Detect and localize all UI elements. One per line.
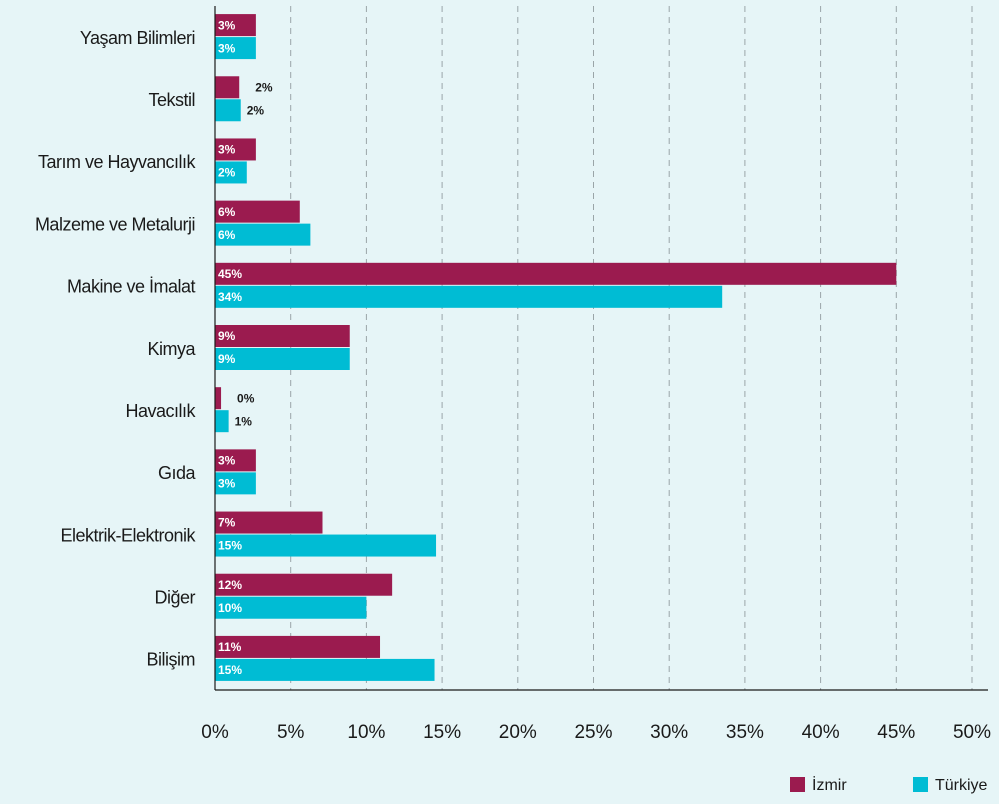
x-tick-label: 0% xyxy=(201,722,229,743)
x-tick-label: 20% xyxy=(499,722,537,743)
bar xyxy=(215,472,256,495)
value-label: 3% xyxy=(218,454,236,468)
y-tick-label: Bilişim xyxy=(147,650,196,670)
legend-label: Türkiye xyxy=(935,777,988,794)
value-label: 3% xyxy=(218,18,236,32)
bar xyxy=(215,511,323,534)
bar xyxy=(215,534,437,557)
value-label: 3% xyxy=(218,143,236,157)
value-label: 2% xyxy=(255,80,273,94)
y-tick-label: Elektrik-Elektronik xyxy=(60,525,196,545)
value-label: 15% xyxy=(218,663,242,677)
bar xyxy=(215,99,241,122)
bar xyxy=(215,573,393,596)
x-tick-label: 45% xyxy=(877,722,915,743)
y-tick-label: Havacılık xyxy=(125,401,196,421)
value-label: 9% xyxy=(218,352,236,366)
value-label: 2% xyxy=(247,103,265,117)
bar xyxy=(215,449,256,472)
bar xyxy=(215,161,247,184)
bar xyxy=(215,200,300,223)
bar xyxy=(215,14,256,37)
bar xyxy=(215,325,350,347)
value-label: 10% xyxy=(218,601,242,615)
legend-swatch xyxy=(913,777,928,792)
bar xyxy=(215,658,435,681)
value-label: 6% xyxy=(218,205,236,219)
value-label: 45% xyxy=(218,267,242,281)
bar xyxy=(215,76,240,99)
value-label: 11% xyxy=(218,640,242,654)
x-tick-label: 50% xyxy=(953,722,991,743)
legend-swatch xyxy=(790,777,805,792)
bar xyxy=(215,410,229,433)
x-tick-label: 30% xyxy=(650,722,688,743)
value-label: 7% xyxy=(218,516,236,530)
legend-label: İzmir xyxy=(812,775,847,794)
x-tick-label: 5% xyxy=(277,722,305,743)
value-label: 1% xyxy=(235,414,253,428)
value-label: 3% xyxy=(218,41,236,55)
value-label: 34% xyxy=(218,290,242,304)
x-tick-label: 10% xyxy=(347,722,385,743)
x-tick-label: 15% xyxy=(423,722,461,743)
value-label: 12% xyxy=(218,578,242,592)
x-tick-label: 40% xyxy=(802,722,840,743)
value-label: 9% xyxy=(218,329,236,343)
value-label: 15% xyxy=(218,539,242,553)
bar xyxy=(215,262,897,285)
bar xyxy=(215,138,256,161)
bar xyxy=(215,37,256,60)
y-tick-label: Kimya xyxy=(147,339,196,359)
y-tick-label: Gıda xyxy=(158,463,197,483)
x-tick-label: 35% xyxy=(726,722,764,743)
bar xyxy=(215,596,367,619)
bar xyxy=(215,223,311,246)
y-tick-label: Yaşam Bilimleri xyxy=(80,28,195,48)
y-tick-label: Tekstil xyxy=(148,90,195,110)
y-tick-label: Malzeme ve Metalurji xyxy=(35,214,195,234)
bar xyxy=(215,348,350,370)
value-label: 3% xyxy=(218,477,236,491)
value-label: 2% xyxy=(218,166,236,180)
y-tick-label: Tarım ve Hayvancılık xyxy=(38,152,197,172)
value-label: 6% xyxy=(218,228,236,242)
bar xyxy=(215,285,723,308)
x-tick-label: 25% xyxy=(574,722,612,743)
bar xyxy=(215,635,381,658)
bar xyxy=(215,387,222,410)
y-tick-label: Makine ve İmalat xyxy=(67,277,196,297)
value-label: 0% xyxy=(237,391,255,405)
y-tick-label: Diğer xyxy=(154,587,195,607)
